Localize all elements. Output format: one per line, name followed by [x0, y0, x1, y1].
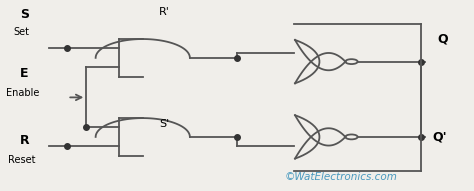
Text: Q': Q': [433, 131, 447, 144]
Text: Set: Set: [13, 27, 29, 37]
Text: Enable: Enable: [6, 87, 39, 97]
Text: Reset: Reset: [9, 155, 36, 165]
Text: R: R: [20, 134, 30, 147]
Text: S: S: [20, 8, 29, 21]
Text: Q: Q: [438, 33, 448, 46]
Text: ©WatElectronics.com: ©WatElectronics.com: [284, 172, 397, 182]
Text: E: E: [20, 67, 29, 80]
Text: S': S': [159, 120, 170, 129]
Text: R': R': [159, 6, 170, 17]
